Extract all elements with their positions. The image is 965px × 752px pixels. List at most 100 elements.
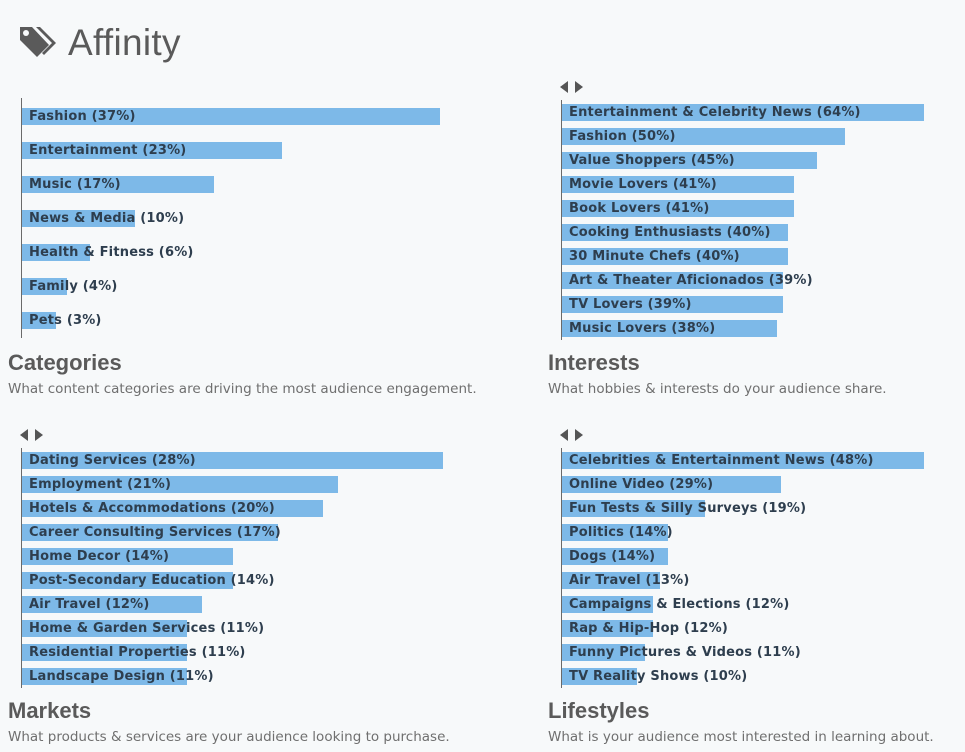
- bar: [22, 596, 202, 613]
- panel-title: Markets: [8, 698, 92, 723]
- bar: [22, 108, 440, 125]
- next-arrow-icon[interactable]: [35, 429, 43, 441]
- panel-title: Categories: [8, 350, 122, 375]
- chart-plot: Fashion (37%) Entertainment (23%) Music (1…: [21, 98, 451, 338]
- bar: [562, 128, 845, 145]
- bar-label: Dating Services (28%): [29, 453, 196, 468]
- bar: [562, 548, 668, 565]
- bar-label: Value Shoppers (45%): [569, 153, 735, 168]
- y-axis-line: [561, 448, 562, 688]
- bar: [562, 176, 794, 193]
- bar: [22, 524, 278, 541]
- page-title: Affinity: [68, 22, 181, 63]
- bar-label: Fun Tests & Silly Surveys (19%): [569, 501, 807, 516]
- bar: [562, 152, 817, 169]
- panel-description: What hobbies & interests do your audienc…: [548, 381, 887, 397]
- bar: [22, 210, 135, 227]
- bar-label: Career Consulting Services (17%): [29, 525, 281, 540]
- bar-label: Campaigns & Elections (12%): [569, 597, 790, 612]
- bar: [562, 272, 783, 289]
- bar: [562, 248, 788, 265]
- bar: [562, 104, 924, 121]
- bar-label: Online Video (29%): [569, 477, 714, 492]
- bar-label: Rap & Hip-Hop (12%): [569, 621, 728, 636]
- y-axis-line: [21, 448, 22, 688]
- bar-label: Hotels & Accommodations (20%): [29, 501, 275, 516]
- bar-label: Music Lovers (38%): [569, 321, 716, 336]
- bar: [562, 476, 781, 493]
- panel-description: What content categories are driving the …: [8, 381, 477, 397]
- bar-label: Landscape Design (11%): [29, 669, 214, 684]
- panel-description: What is your audience most interested in…: [548, 729, 934, 745]
- bar: [562, 572, 660, 589]
- bar: [562, 296, 783, 313]
- bar: [562, 320, 777, 337]
- previous-arrow-icon[interactable]: [560, 81, 568, 93]
- bar-label: Entertainment & Celebrity News (64%): [569, 105, 861, 120]
- page-header: Affinity: [18, 20, 181, 66]
- bar: [22, 620, 187, 637]
- bar-label: Family (4%): [29, 279, 118, 294]
- chart-plot: Celebrities & Entertainment News (48%) On…: [561, 448, 926, 688]
- bar-label: Book Lovers (41%): [569, 201, 710, 216]
- bar: [22, 244, 90, 261]
- bar-label: Dogs (14%): [569, 549, 656, 564]
- tag-icon: [20, 27, 56, 57]
- bar-label: Movie Lovers (41%): [569, 177, 717, 192]
- bar-label: Air Travel (13%): [569, 573, 690, 588]
- next-arrow-icon[interactable]: [575, 81, 583, 93]
- bar-label: Home Decor (14%): [29, 549, 170, 564]
- bar-label: Post-Secondary Education (14%): [29, 573, 275, 588]
- panel-title: Lifestyles: [548, 698, 650, 723]
- pager: [20, 428, 50, 442]
- bar-label: Celebrities & Entertainment News (48%): [569, 453, 874, 468]
- bar: [22, 668, 187, 685]
- bar: [562, 668, 637, 685]
- y-axis-line: [21, 98, 22, 338]
- bar-label: Residential Properties (11%): [29, 645, 246, 660]
- previous-arrow-icon[interactable]: [560, 429, 568, 441]
- bar-label: TV Reality Shows (10%): [569, 669, 748, 684]
- bar: [562, 500, 705, 517]
- bar-label: Entertainment (23%): [29, 143, 187, 158]
- bar: [22, 548, 233, 565]
- bar-label: Home & Garden Services (11%): [29, 621, 265, 636]
- chart-plot: Entertainment & Celebrity News (64%) Fash…: [561, 100, 926, 340]
- bar: [22, 312, 56, 329]
- bar: [562, 452, 924, 469]
- bar-label: Fashion (37%): [29, 109, 136, 124]
- bar: [22, 452, 443, 469]
- pager: [560, 428, 590, 442]
- bar: [562, 224, 788, 241]
- panel-title: Interests: [548, 350, 640, 375]
- bar: [562, 620, 653, 637]
- bar-label: Employment (21%): [29, 477, 172, 492]
- bar: [22, 500, 323, 517]
- bar: [562, 524, 668, 541]
- bar-label: TV Lovers (39%): [569, 297, 692, 312]
- bar-label: Cooking Enthusiasts (40%): [569, 225, 771, 240]
- bar-label: Air Travel (12%): [29, 597, 150, 612]
- bar: [22, 142, 282, 159]
- bar: [22, 572, 233, 589]
- bar-label: Politics (14%): [569, 525, 673, 540]
- bar-label: 30 Minute Chefs (40%): [569, 249, 740, 264]
- next-arrow-icon[interactable]: [575, 429, 583, 441]
- bar: [22, 644, 187, 661]
- chart-plot: Dating Services (28%) Employment (21%) Hot…: [21, 448, 446, 688]
- bar: [22, 278, 67, 295]
- bar-label: Health & Fitness (6%): [29, 245, 194, 260]
- pager: [560, 80, 590, 94]
- bar-label: Art & Theater Aficionados (39%): [569, 273, 813, 288]
- bar-label: Music (17%): [29, 177, 121, 192]
- panel-description: What products & services are your audien…: [8, 729, 450, 745]
- bar-label: News & Media (10%): [29, 211, 185, 226]
- bar: [562, 596, 653, 613]
- bar-label: Fashion (50%): [569, 129, 676, 144]
- bar-label: Funny Pictures & Videos (11%): [569, 645, 801, 660]
- previous-arrow-icon[interactable]: [20, 429, 28, 441]
- bar: [562, 644, 645, 661]
- bar-label: Pets (3%): [29, 313, 102, 328]
- bar: [562, 200, 794, 217]
- bar: [22, 176, 214, 193]
